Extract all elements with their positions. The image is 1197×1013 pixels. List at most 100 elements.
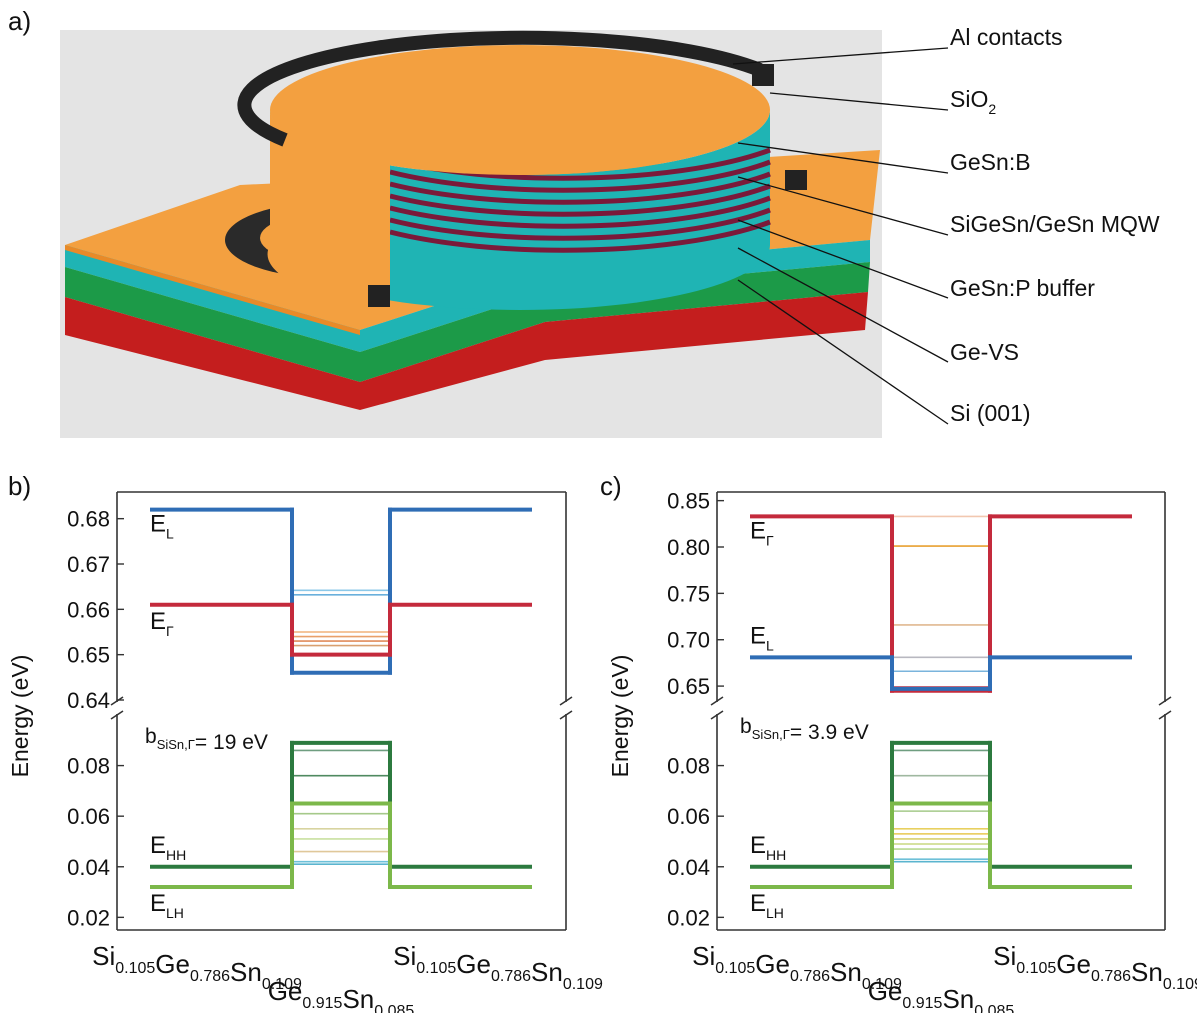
subscript: L [766,637,774,653]
subscript: 0.105 [115,960,155,977]
subscript: 0.915 [302,995,342,1012]
text-part: E [750,890,766,917]
subscript: L [166,526,174,542]
subscript: 0.085 [974,1003,1014,1013]
text-part: b [145,725,157,748]
y-tick-label: 0.02 [667,905,710,930]
text-part: Sn [1131,957,1163,987]
y-axis-label: Energy (eV) [607,655,633,778]
subscript: LH [766,905,784,921]
text-part: Sn [230,957,262,987]
illustration-label: GeSn:P buffer [950,275,1095,301]
x-label: Ge0.915Sn0.085 [268,976,415,1013]
text-part: GeSn:B [950,149,1031,175]
text-part: Sn [942,984,974,1013]
text-part: = 3.9 eV [790,721,869,744]
contact-block [752,64,774,86]
y-tick-label: 0.64 [67,688,110,713]
y-tick-label: 0.80 [667,535,710,560]
illustration-label: Ge-VS [950,339,1019,365]
subscript: 0.786 [790,968,830,985]
y-tick-label: 0.65 [667,674,710,699]
x-label: Ge0.915Sn0.085 [868,976,1015,1013]
text-part: Si [692,941,715,971]
series-label: EHH [750,832,786,863]
text-part: Si (001) [950,400,1031,426]
annotation: bSiSn,Γ= 3.9 eV [740,715,869,744]
text-part: Ge [755,949,790,979]
subscript: 2 [988,101,996,117]
y-tick-label: 0.67 [67,552,110,577]
subscript: HH [766,847,786,863]
subscript: 0.786 [190,968,230,985]
band-diagram: 0.640.650.660.670.680.020.040.060.08Ener… [7,492,572,930]
panel-label: b) [8,471,31,501]
series-label: EHH [150,832,186,863]
subscript: 0.105 [1016,960,1056,977]
series-label: EΓ [150,608,174,639]
page: a)b)c)Al contactsSiO2GeSn:BSiGeSn/GeSn M… [0,0,1197,1013]
x-label: Si0.105Ge0.786Sn0.109 [393,941,603,993]
text-part: GeSn:P buffer [950,275,1095,301]
device-illustration [60,30,882,438]
text-part: Ge-VS [950,339,1019,365]
series-label: EΓ [750,517,774,548]
subscript: 0.105 [416,960,456,977]
series-label: ELH [150,890,184,921]
text-part: E [150,511,166,538]
text-part: Ge [868,976,903,1006]
text-part: Sn [342,984,374,1013]
y-tick-label: 0.02 [67,905,110,930]
text-part: Si [993,941,1016,971]
y-tick-label: 0.66 [67,597,110,622]
y-tick-label: 0.75 [667,581,710,606]
subscript: LH [166,905,184,921]
subscript: Γ [766,532,774,548]
annotation: bSiSn,Γ= 19 eV [145,725,268,754]
y-tick-label: 0.08 [67,754,110,779]
text-part: Si [92,941,115,971]
contact-block [785,170,807,190]
subscript: 0.109 [1163,976,1197,993]
series-label: EL [150,511,174,542]
y-tick-label: 0.04 [667,855,710,880]
y-tick-label: 0.06 [67,804,110,829]
contact-block [368,285,390,307]
text-part: = 19 eV [195,731,268,754]
illustration-label: Al contacts [950,24,1063,50]
y-tick-label: 0.85 [667,489,710,514]
subscript: 0.786 [1091,968,1131,985]
text-part: Ge [155,949,190,979]
subscript: 0.105 [715,960,755,977]
subscript: SiSn,Γ [752,727,790,742]
text-part: E [150,890,166,917]
text-part: E [150,608,166,635]
y-tick-label: 0.06 [667,804,710,829]
panel-label: c) [600,471,622,501]
text-part: E [750,517,766,544]
text-part: Ge [456,949,491,979]
y-tick-label: 0.04 [67,855,110,880]
subscript: 0.109 [563,976,603,993]
text-part: SiGeSn/GeSn MQW [950,211,1160,237]
x-label: Si0.105Ge0.786Sn0.109 [993,941,1197,993]
text-part: E [750,832,766,859]
figure: a)b)c)Al contactsSiO2GeSn:BSiGeSn/GeSn M… [0,0,1197,1013]
band-diagram: 0.650.700.750.800.850.020.040.060.08Ener… [607,489,1171,931]
subscript: SiSn,Γ [157,737,195,752]
text-part: E [150,832,166,859]
text-part: Sn [830,957,862,987]
text-part: Al contacts [950,24,1063,50]
text-part: E [750,622,766,649]
mesa-top [270,45,770,175]
series-label: ELH [750,890,784,921]
text-part: Si [393,941,416,971]
text-part: b [740,715,752,738]
y-tick-label: 0.70 [667,628,710,653]
illustration-label: Si (001) [950,400,1031,426]
illustration-label: SiO2 [950,86,996,117]
y-axis-label: Energy (eV) [7,655,33,778]
subscript: Γ [166,623,174,639]
subscript: HH [166,847,186,863]
y-tick-label: 0.68 [67,507,110,532]
